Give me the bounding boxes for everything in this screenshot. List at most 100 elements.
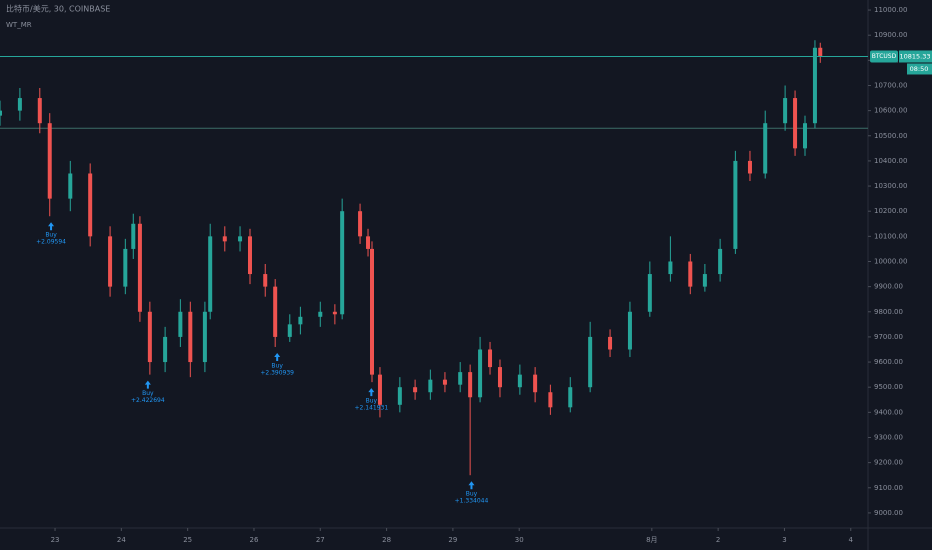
candle-body xyxy=(131,223,136,249)
candle-body xyxy=(468,372,473,398)
buy-arrow xyxy=(144,380,151,389)
candle-body xyxy=(88,173,93,237)
candle-body xyxy=(0,110,2,116)
candle-body xyxy=(188,311,193,363)
x-tick-label: 25 xyxy=(183,536,192,544)
x-tick-label: 8月 xyxy=(646,536,657,544)
candle-body xyxy=(668,261,673,275)
candle-body xyxy=(747,160,752,174)
candle-body xyxy=(783,98,788,124)
candle-body xyxy=(548,392,553,408)
candle-body xyxy=(208,236,213,312)
y-tick-label: 10600.00 xyxy=(874,107,907,115)
x-tick-label: 27 xyxy=(316,536,325,544)
candle-body xyxy=(137,223,142,312)
y-tick-label: 10900.00 xyxy=(874,31,907,39)
candle-body xyxy=(47,123,52,199)
candle-body xyxy=(588,336,593,388)
x-tick-label: 3 xyxy=(782,536,786,544)
candle-body xyxy=(366,236,371,249)
countdown-label: 08:50 xyxy=(910,65,929,73)
candle-body xyxy=(568,387,573,408)
candle-body xyxy=(178,311,183,337)
candle-body xyxy=(488,349,493,368)
candle-body xyxy=(428,379,433,393)
candle-body xyxy=(68,173,73,199)
candle-body xyxy=(332,311,337,315)
countdown-badge xyxy=(907,63,932,75)
candle-body xyxy=(163,336,168,363)
candle-body xyxy=(108,236,113,287)
symbol-badge xyxy=(870,50,898,63)
candle-body xyxy=(627,311,632,350)
annotation-note: +1.334044 xyxy=(455,498,489,505)
candle-body xyxy=(793,98,798,149)
x-tick-label: 30 xyxy=(515,536,524,544)
candle-body xyxy=(608,336,613,350)
candle-body xyxy=(478,349,483,398)
candle-body xyxy=(298,316,303,325)
symbol-label: BTCUSD xyxy=(872,53,897,60)
x-tick-label: 29 xyxy=(448,536,457,544)
indicator-name: WT_MR xyxy=(6,21,32,29)
y-tick-label: 9600.00 xyxy=(874,358,903,366)
candle-body xyxy=(123,248,128,287)
candle-body xyxy=(37,98,42,124)
x-tick-label: 26 xyxy=(250,536,259,544)
buy-arrow xyxy=(48,222,55,231)
buy-arrow xyxy=(274,352,281,361)
candle-body xyxy=(442,379,447,385)
candle-body xyxy=(497,367,502,388)
x-tick-label: 24 xyxy=(117,536,126,544)
price-badge xyxy=(899,50,932,63)
candle-body xyxy=(202,311,207,363)
candle-body xyxy=(17,98,22,111)
candle-body xyxy=(647,274,652,312)
candle-body xyxy=(702,274,707,287)
y-tick-label: 10200.00 xyxy=(874,207,907,215)
candle-body xyxy=(377,374,382,405)
y-tick-label: 10700.00 xyxy=(874,81,907,89)
candle-body xyxy=(147,311,152,363)
y-tick-label: 10100.00 xyxy=(874,232,907,240)
candle-body xyxy=(733,160,738,249)
y-tick-label: 9000.00 xyxy=(874,509,903,517)
candle-body xyxy=(812,47,817,124)
buy-arrow xyxy=(368,388,375,397)
x-tick-label: 23 xyxy=(51,536,60,544)
candle-body xyxy=(818,47,823,57)
annotation-text: Buy xyxy=(142,390,154,397)
y-tick-label: 9400.00 xyxy=(874,408,903,416)
candle-body xyxy=(318,311,323,317)
annotation-text: Buy xyxy=(366,398,378,405)
annotation-note: +2.390939 xyxy=(260,369,294,376)
y-tick-label: 9800.00 xyxy=(874,308,903,316)
y-tick-label: 10000.00 xyxy=(874,257,907,265)
x-tick-label: 4 xyxy=(849,536,854,544)
candle-body xyxy=(340,211,345,315)
candle-body xyxy=(370,248,374,375)
candle-body xyxy=(273,286,278,337)
y-tick-label: 9300.00 xyxy=(874,433,903,441)
candle-body xyxy=(718,248,723,275)
candle-body xyxy=(247,236,252,275)
y-tick-label: 10500.00 xyxy=(874,132,907,140)
candle-body xyxy=(238,236,243,242)
x-tick-label: 2 xyxy=(716,536,720,544)
candle-body xyxy=(688,261,693,287)
candle-body xyxy=(263,274,268,287)
y-tick-label: 10400.00 xyxy=(874,157,907,165)
y-tick-label: 9200.00 xyxy=(874,459,903,467)
annotation-text: Buy xyxy=(45,232,57,239)
x-tick-label: 28 xyxy=(382,536,391,544)
y-tick-label: 9100.00 xyxy=(874,484,903,492)
candle-body xyxy=(358,211,363,237)
y-tick-label: 10300.00 xyxy=(874,182,907,190)
chart-title: 比特币/美元, 30, COINBASE xyxy=(6,4,110,14)
candle-body xyxy=(803,123,808,149)
candle-body xyxy=(397,387,402,405)
annotation-note: +2.141931 xyxy=(355,405,389,412)
candle-body xyxy=(763,123,768,174)
candle-body xyxy=(517,374,522,388)
